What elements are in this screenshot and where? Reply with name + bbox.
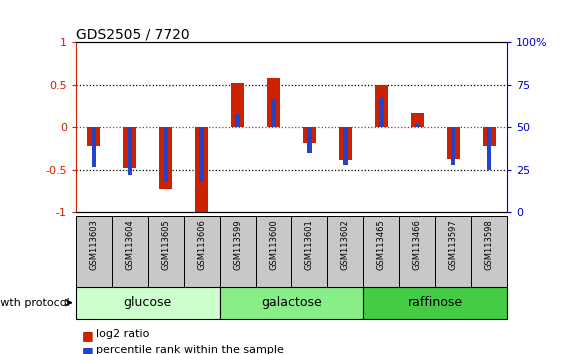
Bar [415, 124, 420, 127]
Bar [112, 216, 147, 287]
Bar [184, 216, 220, 287]
Text: GSM113599: GSM113599 [233, 219, 242, 270]
Bar [147, 216, 184, 287]
Bar [220, 216, 255, 287]
Text: GSM113465: GSM113465 [377, 219, 386, 270]
Bar [92, 127, 96, 166]
Bar [303, 127, 316, 143]
Text: GDS2505 / 7720: GDS2505 / 7720 [76, 27, 189, 41]
Bar [399, 216, 436, 287]
Bar [128, 127, 132, 175]
Bar [87, 127, 100, 146]
Text: GSM113601: GSM113601 [305, 219, 314, 270]
Bar [220, 287, 363, 319]
Bar [195, 127, 208, 214]
Bar [411, 113, 424, 127]
Bar [328, 216, 363, 287]
Text: percentile rank within the sample: percentile rank within the sample [96, 345, 284, 354]
Text: GSM113603: GSM113603 [89, 219, 99, 270]
Text: GSM113600: GSM113600 [269, 219, 278, 270]
Bar [363, 216, 399, 287]
Bar [379, 97, 384, 127]
Bar [483, 127, 496, 146]
Bar [199, 127, 204, 182]
Bar [471, 216, 507, 287]
Text: GSM113598: GSM113598 [484, 219, 494, 270]
Bar [339, 127, 352, 160]
Text: GSM113606: GSM113606 [197, 219, 206, 270]
Text: raffinose: raffinose [408, 296, 463, 309]
Bar [255, 216, 292, 287]
Text: GSM113597: GSM113597 [449, 219, 458, 270]
Bar [163, 127, 168, 182]
Bar [76, 216, 112, 287]
Bar [363, 287, 507, 319]
Bar [271, 98, 276, 127]
Text: log2 ratio: log2 ratio [96, 329, 150, 339]
Bar [124, 127, 136, 168]
Bar [451, 127, 455, 165]
Text: GSM113605: GSM113605 [161, 219, 170, 270]
Text: ■: ■ [82, 345, 93, 354]
Bar [487, 127, 491, 170]
Bar [236, 114, 240, 127]
Text: ■: ■ [82, 329, 93, 342]
Bar [159, 127, 172, 189]
Text: GSM113604: GSM113604 [125, 219, 134, 270]
Bar [292, 216, 328, 287]
Bar [343, 127, 347, 165]
Bar [307, 127, 312, 153]
Bar [267, 78, 280, 127]
Text: galactose: galactose [261, 296, 322, 309]
Text: GSM113602: GSM113602 [341, 219, 350, 270]
Bar [375, 85, 388, 127]
Bar [447, 127, 459, 159]
Bar [436, 216, 471, 287]
Bar [76, 287, 220, 319]
Text: glucose: glucose [124, 296, 172, 309]
Text: growth protocol: growth protocol [0, 298, 70, 308]
Text: GSM113466: GSM113466 [413, 219, 422, 270]
Bar [231, 83, 244, 127]
